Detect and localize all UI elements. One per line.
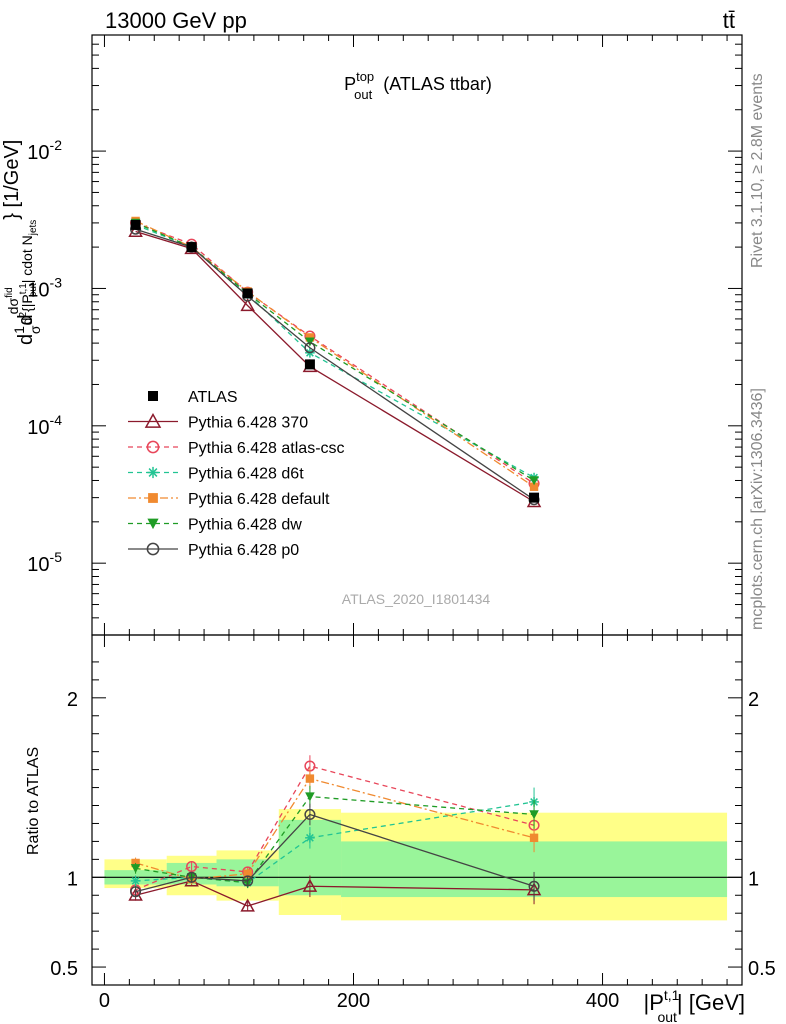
ratio-tick-label: 0.5	[50, 958, 78, 980]
analysis-id: ATLAS_2020_I1801434	[342, 591, 491, 607]
legend-label: Pythia 6.428 p0	[188, 542, 299, 559]
legend-marker	[147, 518, 159, 530]
y-tick-label-base: 10	[27, 142, 49, 164]
data-point	[304, 359, 315, 370]
ratio-series-point	[305, 774, 315, 783]
y-tick-label: 10-3	[27, 274, 62, 301]
x-axis-label: |Pt,1 out| [GeV]	[643, 987, 745, 1024]
data-point	[186, 242, 197, 253]
process-label: tt̄	[723, 8, 735, 33]
x-tick-label: 400	[586, 990, 619, 1012]
x-tick-label: 0	[99, 990, 110, 1012]
ratio-series-line	[135, 795, 535, 884]
y-tick-label-base: 10	[27, 554, 49, 576]
y-tick-label: 10-4	[27, 412, 62, 439]
data-point	[529, 492, 540, 503]
ratio-series-point	[130, 886, 142, 898]
rivet-label: Rivet 3.1.10, ≥ 2.8M events	[749, 73, 766, 268]
ratio-series-point	[186, 871, 198, 883]
y-tick-label-exp: -3	[50, 274, 63, 290]
legend-marker	[146, 542, 160, 556]
series-point	[240, 298, 255, 312]
ratio-series-point	[305, 833, 315, 843]
legend-marker-stroke	[148, 468, 158, 477]
ratio-tick-label-right: 1	[748, 868, 759, 890]
ratio-series-point	[242, 875, 254, 887]
ratio-series-point	[529, 810, 539, 820]
ratio-series-point	[302, 878, 318, 892]
ratio-series-point	[130, 864, 141, 874]
legend-marker	[147, 466, 159, 479]
legend-marker	[148, 493, 158, 503]
ratio-frame	[91, 634, 743, 986]
ratio-series-point-stroke	[306, 833, 314, 842]
ratio-series-point	[130, 876, 141, 886]
y-tick-label-exp: -2	[50, 137, 63, 153]
legend-label: Pythia 6.428 d6t	[188, 466, 304, 483]
ratio-y-label: Ratio to ATLAS	[25, 747, 42, 855]
y-tick-label-base: 10	[27, 417, 49, 439]
legend-label: Pythia 6.428 default	[188, 491, 330, 508]
y-tick-label-base: 10	[27, 279, 49, 301]
ratio-tick-label-right: 2	[748, 689, 759, 711]
series-line	[135, 230, 535, 503]
x-tick-label: 200	[337, 990, 370, 1012]
beam-label: 13000 GeV pp	[105, 8, 247, 33]
y-tick-label-exp: -5	[50, 549, 63, 565]
ratio-series-point-stroke	[131, 877, 140, 885]
plot-title-p: P	[344, 74, 356, 94]
y-tick-label: 10-5	[27, 549, 62, 576]
series-point	[305, 337, 315, 347]
y-axis-label-text: d1σddσfidd2{|Pt,1out| cdot Njets} [1/GeV…	[1, 140, 43, 345]
legend-label: Pythia 6.428 370	[188, 415, 308, 432]
legend-label: ATLAS	[188, 389, 238, 406]
plot-title-rest: (ATLAS ttbar)	[378, 74, 492, 94]
ratio-series-point	[304, 808, 316, 821]
data-point	[242, 288, 253, 299]
ratio-series-point	[529, 833, 539, 843]
series-point	[529, 482, 539, 491]
legend-label: Pythia 6.428 dw	[188, 517, 302, 534]
ratio-series-point	[186, 860, 198, 873]
mcplots-label: mcplots.cern.ch [arXiv:1306.3436]	[749, 388, 766, 630]
plot-title: Ptop out (ATLAS ttbar)	[344, 69, 492, 102]
ratio-series-point	[305, 792, 315, 802]
data-point	[130, 219, 141, 230]
ratio-series-point	[128, 887, 143, 901]
series-point	[529, 476, 539, 486]
legend-label: Pythia 6.428 atlas-csc	[188, 440, 345, 457]
legend-marker	[146, 440, 160, 454]
series-line	[135, 228, 535, 501]
series-point	[128, 223, 143, 237]
legend-marker	[148, 391, 158, 401]
y-axis-label: d1σddσfidd2{|Pt,1out| cdot Njets} [1/GeV…	[1, 140, 43, 345]
series-line	[135, 222, 535, 482]
ratio-tick-label: 1	[67, 868, 78, 890]
series-point	[305, 333, 315, 342]
ratio-plot: 0 200 400 0.5 0.5 1 1 2 2	[50, 634, 776, 1012]
series-point	[304, 342, 316, 354]
y-tick-label: 10-2	[27, 137, 62, 164]
legend-marker	[144, 412, 162, 428]
legend: ATLAS Pythia 6.428 370 Pythia 6.428 atlas-…	[128, 389, 345, 559]
ratio-tick-label: 2	[67, 689, 78, 711]
plot-title-sup: top	[356, 69, 374, 84]
ratio-series-point	[528, 880, 540, 892]
y-tick-label-exp: -4	[50, 412, 63, 428]
series-line	[135, 222, 535, 485]
ratio-series-point	[243, 869, 252, 878]
plot-title-sub: out	[354, 87, 372, 102]
ratio-series-point	[240, 898, 255, 912]
ratio-tick-label-right: 0.5	[748, 958, 776, 980]
